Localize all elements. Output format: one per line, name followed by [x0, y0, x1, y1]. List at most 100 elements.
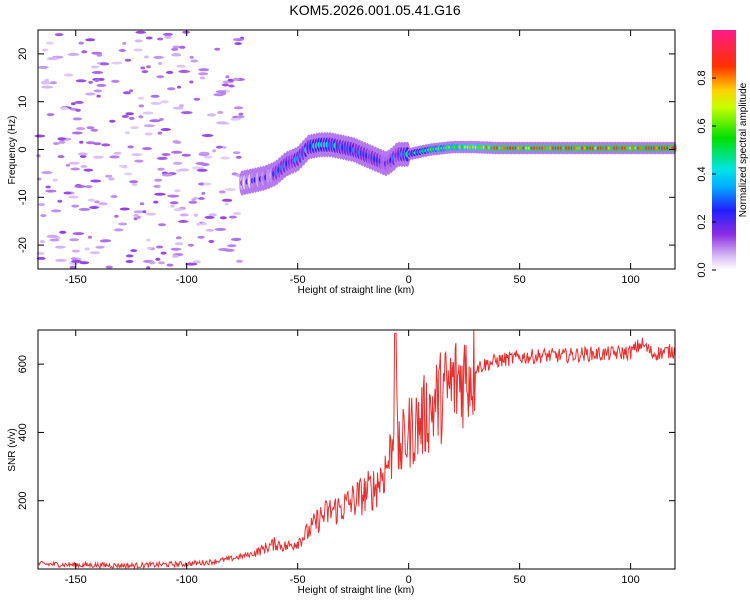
noise-blob [214, 227, 227, 231]
noise-blob [201, 134, 214, 137]
noise-blob [96, 53, 103, 57]
noise-blob [79, 261, 90, 265]
noise-blob [221, 83, 229, 87]
noise-blob [156, 156, 168, 160]
x-tick-label: -150 [65, 274, 87, 286]
noise-blob [145, 36, 153, 40]
noise-blob [88, 80, 93, 84]
noise-blob [154, 192, 166, 196]
colorbar: 0.0 0.2 0.4 0.6 0.8 Normalized spectral ampl… [696, 30, 749, 278]
noise-blob [203, 182, 212, 186]
noise-blob [105, 265, 113, 269]
noise-blob [234, 42, 242, 46]
x-tick-label: -150 [65, 574, 87, 586]
noise-blob [69, 238, 79, 242]
noise-blob [198, 68, 210, 72]
noise-blob [130, 126, 139, 130]
noise-blob [121, 114, 129, 118]
noise-blob [71, 204, 80, 208]
noise-blob [87, 198, 95, 202]
noise-blob [147, 246, 152, 250]
noise-blob [80, 164, 88, 168]
noise-blob [166, 70, 174, 74]
noise-blob [85, 38, 96, 42]
noise-blob [63, 191, 72, 195]
y-tick-label: 20 [17, 48, 29, 60]
noise-blob [131, 182, 138, 186]
noise-blob [118, 222, 128, 226]
noise-blob [153, 55, 164, 59]
noise-blob [85, 141, 96, 145]
noise-blob [123, 165, 128, 169]
x-tick-label: 100 [621, 274, 639, 286]
noise-blob [174, 189, 181, 193]
noise-blob [212, 149, 217, 153]
noise-blob [74, 185, 86, 188]
noise-blob [70, 167, 80, 171]
noise-blob [125, 260, 134, 263]
noise-blob [225, 75, 230, 79]
noise-blob [201, 191, 206, 195]
noise-blob [113, 151, 122, 155]
noise-blob [229, 215, 237, 219]
noise-blob [198, 72, 209, 76]
noise-blob [224, 188, 236, 192]
noise-blob [59, 230, 67, 234]
noise-blob [133, 213, 140, 217]
noise-blob [146, 238, 151, 242]
noise-blob [71, 249, 80, 253]
noise-blob [79, 140, 84, 144]
noise-blob [39, 240, 46, 244]
noise-blob [74, 100, 84, 104]
x-tick-label: 100 [621, 574, 639, 586]
noise-blob [146, 266, 151, 270]
noise-blob [171, 254, 179, 258]
noise-blob [52, 142, 60, 145]
noise-blob [34, 134, 46, 138]
noise-blob [99, 62, 110, 66]
noise-blob [208, 240, 215, 243]
noise-blob [54, 33, 64, 37]
noise-blob [55, 245, 66, 249]
noise-blob [57, 137, 67, 141]
noise-blob [179, 213, 189, 217]
snr-panel: -150 -100 -50 0 50 100 200 400 600 Height of st… [7, 329, 676, 596]
noise-blob [190, 59, 199, 63]
spectrogram-y-axis-label: Frequency (Hz) [7, 116, 18, 185]
noise-blob [192, 166, 205, 170]
snr-frame [37, 329, 676, 570]
noise-blob [193, 97, 201, 101]
noise-blob [148, 261, 156, 265]
noise-blob [232, 212, 242, 215]
noise-blob [98, 77, 105, 81]
noise-blob [75, 108, 81, 112]
noise-blob [49, 81, 57, 85]
noise-blob [143, 124, 156, 128]
noise-blob [158, 261, 165, 265]
noise-blob [127, 145, 134, 149]
noise-blob [59, 107, 69, 110]
noise-blob [133, 48, 143, 52]
noise-blob [214, 47, 221, 51]
noise-blob [78, 41, 84, 45]
snr-series-line [37, 329, 676, 570]
noise-blob [188, 200, 198, 204]
noise-blob [71, 131, 83, 135]
noise-blob [169, 201, 179, 205]
x-tick-label: 50 [514, 574, 526, 586]
noise-blob [92, 155, 104, 159]
colorbar-tick-label: 0.2 [696, 214, 708, 229]
noise-blob [98, 202, 108, 206]
noise-blob [71, 259, 82, 263]
noise-blob [167, 87, 176, 91]
spectrogram-y-ticks: -20 -10 0 10 20 [17, 48, 675, 253]
noise-blob [216, 121, 227, 125]
snr-x-ticks: -150 -100 -50 0 50 100 [65, 330, 640, 586]
noise-blob [158, 223, 166, 227]
noise-blob [85, 92, 96, 96]
noise-blob [224, 202, 229, 206]
noise-blob [195, 162, 206, 165]
noise-blob [206, 113, 217, 117]
noise-blob [109, 119, 116, 123]
